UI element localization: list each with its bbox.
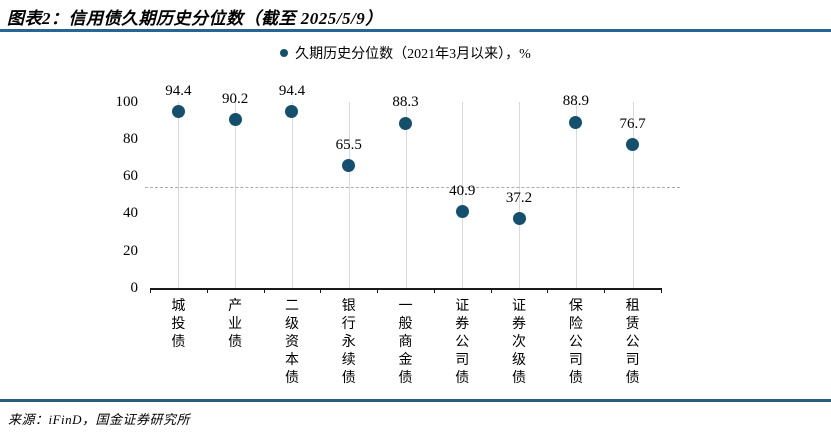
data-point	[512, 212, 526, 226]
x-axis-tick	[377, 288, 379, 293]
x-axis-category-label: 产业债	[228, 299, 243, 350]
source-note: 来源：iFinD，国金证券研究所	[8, 412, 191, 427]
y-axis-tick-label: 100	[115, 93, 139, 110]
data-point	[399, 116, 412, 130]
category-gridline	[575, 101, 577, 288]
footer-rule	[0, 399, 831, 402]
y-axis-tick-label: 40	[123, 205, 138, 222]
data-point	[228, 113, 242, 127]
x-axis-tick	[150, 288, 151, 293]
category-gridline	[235, 101, 237, 288]
x-axis-category-label: 证券次级债	[512, 299, 527, 386]
data-point-value-label: 90.2	[222, 90, 249, 107]
category-gridline	[291, 101, 293, 288]
legend-label: 久期历史分位数（2021年3月以来），%	[295, 47, 531, 62]
data-point-value-label: 94.4	[278, 82, 306, 99]
x-axis-category-label: 城投债	[171, 299, 186, 350]
category-gridline	[632, 101, 634, 288]
figure-title: 图表2：信用债久期历史分位数（截至 2025/5/9）	[7, 9, 383, 28]
data-point-value-label: 65.5	[335, 136, 362, 153]
data-point-value-label: 94.4	[165, 82, 192, 99]
data-point-value-label: 37.2	[505, 189, 533, 206]
x-axis-tick	[320, 288, 322, 293]
data-point-value-label: 88.3	[392, 94, 419, 111]
data-point	[626, 138, 640, 152]
y-axis-tick-label: 80	[123, 130, 138, 147]
x-axis-category-label: 二级资本债	[284, 299, 299, 386]
x-axis-line	[150, 288, 661, 290]
y-axis-tick-label: 60	[123, 168, 138, 185]
reference-dashed-line	[145, 187, 680, 189]
x-axis-tick	[490, 288, 492, 293]
x-axis-tick	[547, 288, 549, 293]
data-point	[342, 159, 356, 173]
x-axis-tick	[263, 288, 265, 293]
x-axis-category-label: 一般商金债	[398, 299, 413, 386]
category-gridline	[348, 101, 350, 288]
data-point-value-label: 88.9	[562, 93, 589, 110]
data-point	[569, 115, 583, 129]
x-axis-category-label: 保险公司债	[568, 299, 583, 386]
data-point	[285, 105, 299, 119]
data-point	[455, 205, 469, 219]
x-axis-tick	[433, 288, 435, 293]
x-axis-category-label: 银行永续债	[341, 299, 356, 386]
x-axis-category-label: 证券公司债	[455, 299, 470, 386]
legend-marker-icon	[280, 49, 289, 57]
y-axis-tick-label: 20	[123, 242, 138, 259]
chart-legend: 久期历史分位数（2021年3月以来），%	[150, 44, 661, 62]
x-axis-tick	[604, 288, 606, 293]
category-gridline	[405, 101, 407, 288]
category-gridline	[519, 101, 521, 288]
category-gridline	[178, 101, 180, 288]
x-axis-tick	[206, 288, 208, 293]
x-axis-category-label: 租赁公司债	[625, 299, 640, 386]
category-gridline	[462, 101, 464, 288]
title-underline-rule	[0, 29, 831, 32]
data-point-value-label: 76.7	[619, 115, 646, 132]
y-axis-tick-label: 0	[130, 280, 139, 296]
data-point	[171, 105, 185, 119]
data-point-value-label: 40.9	[449, 182, 476, 199]
x-axis-tick	[661, 288, 662, 293]
